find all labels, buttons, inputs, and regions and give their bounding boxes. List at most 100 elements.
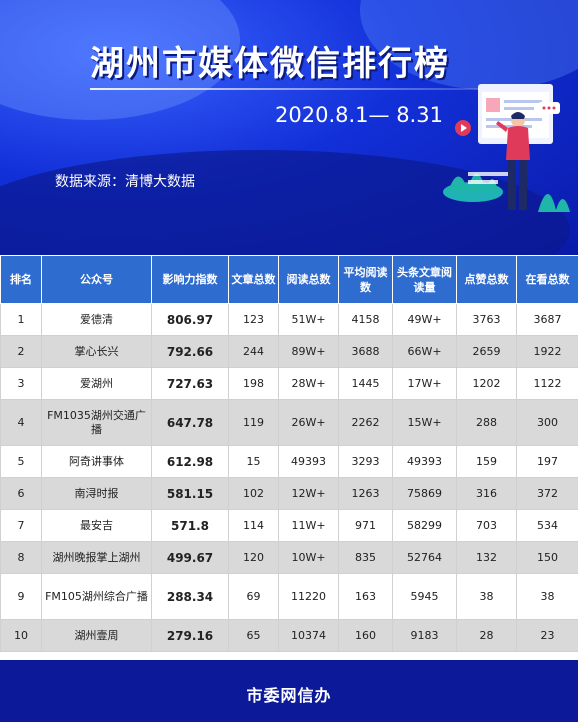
column-header: 头条文章阅读量 — [392, 255, 457, 304]
column-header: 排名 — [0, 255, 42, 304]
article-count-cell: 119 — [228, 399, 279, 446]
table-row: 10 湖州壹周 279.16 65 10374 160 9183 28 23 — [0, 619, 578, 652]
looking-cell: 23 — [516, 619, 578, 652]
footer-banner: 市委网信办 — [0, 660, 578, 722]
table-row: 5 阿奇讲事体 612.98 15 49393 3293 49393 159 1… — [0, 445, 578, 478]
account-name-cell: 南浔时报 — [41, 477, 152, 510]
total-reads-cell: 11220 — [278, 573, 339, 620]
looking-cell: 1122 — [516, 367, 578, 400]
influence-index-cell: 499.67 — [151, 541, 229, 574]
account-name-cell: FM1035湖州交通广播 — [41, 399, 152, 446]
looking-cell: 1922 — [516, 335, 578, 368]
influence-index-cell: 792.66 — [151, 335, 229, 368]
likes-cell: 38 — [456, 573, 517, 620]
avg-reads-cell: 1263 — [338, 477, 393, 510]
data-source: 数据来源：清博大数据 — [55, 174, 195, 190]
likes-cell: 288 — [456, 399, 517, 446]
looking-cell: 3687 — [516, 303, 578, 336]
article-count-cell: 65 — [228, 619, 279, 652]
looking-cell: 372 — [516, 477, 578, 510]
account-name-cell: 湖州晚报掌上湖州 — [41, 541, 152, 574]
likes-cell: 28 — [456, 619, 517, 652]
total-reads-cell: 89W+ — [278, 335, 339, 368]
footer-org-name: 市委网信办 — [246, 686, 332, 705]
column-header: 公众号 — [41, 255, 152, 304]
table-row: 3 爱湖州 727.63 198 28W+ 1445 17W+ 1202 112… — [0, 367, 578, 400]
column-header: 平均阅读数 — [338, 255, 393, 304]
total-reads-cell: 49393 — [278, 445, 339, 478]
column-header: 点赞总数 — [456, 255, 517, 304]
account-name-cell: 湖州壹周 — [41, 619, 152, 652]
article-count-cell: 114 — [228, 509, 279, 542]
rank-cell: 10 — [0, 619, 42, 652]
table-row: 1 爱德清 806.97 123 51W+ 4158 49W+ 3763 368… — [0, 303, 578, 336]
account-name-cell: 爱德清 — [41, 303, 152, 336]
looking-cell: 534 — [516, 509, 578, 542]
total-reads-cell: 28W+ — [278, 367, 339, 400]
account-name-cell: 掌心长兴 — [41, 335, 152, 368]
article-count-cell: 69 — [228, 573, 279, 620]
influence-index-cell: 612.98 — [151, 445, 229, 478]
avg-reads-cell: 1445 — [338, 367, 393, 400]
header-banner: 湖州市媒体微信排行榜 2020.8.1— 8.31 数据来源：清博大数据 — [0, 0, 578, 255]
table-row: 4 FM1035湖州交通广播 647.78 119 26W+ 2262 15W+… — [0, 399, 578, 446]
rank-cell: 7 — [0, 509, 42, 542]
avg-reads-cell: 3293 — [338, 445, 393, 478]
total-reads-cell: 10W+ — [278, 541, 339, 574]
influence-index-cell: 581.15 — [151, 477, 229, 510]
rank-cell: 5 — [0, 445, 42, 478]
headline-reads-cell: 49393 — [392, 445, 457, 478]
column-header: 影响力指数 — [151, 255, 229, 304]
headline-reads-cell: 58299 — [392, 509, 457, 542]
article-count-cell: 102 — [228, 477, 279, 510]
headline-reads-cell: 15W+ — [392, 399, 457, 446]
likes-cell: 2659 — [456, 335, 517, 368]
title-underline — [90, 88, 510, 90]
influence-index-cell: 806.97 — [151, 303, 229, 336]
ranking-table: 排名 公众号 影响力指数 文章总数 阅读总数 平均阅读数 头条文章阅读量 点赞总… — [0, 255, 578, 652]
headline-reads-cell: 52764 — [392, 541, 457, 574]
headline-reads-cell: 49W+ — [392, 303, 457, 336]
influence-index-cell: 571.8 — [151, 509, 229, 542]
headline-reads-cell: 9183 — [392, 619, 457, 652]
article-count-cell: 198 — [228, 367, 279, 400]
likes-cell: 159 — [456, 445, 517, 478]
avg-reads-cell: 835 — [338, 541, 393, 574]
table-row: 8 湖州晚报掌上湖州 499.67 120 10W+ 835 52764 132… — [0, 541, 578, 574]
likes-cell: 1202 — [456, 367, 517, 400]
headline-reads-cell: 66W+ — [392, 335, 457, 368]
influence-index-cell: 727.63 — [151, 367, 229, 400]
date-range: 2020.8.1— 8.31 — [275, 103, 443, 127]
table-header-row: 排名 公众号 影响力指数 文章总数 阅读总数 平均阅读数 头条文章阅读量 点赞总… — [0, 255, 578, 304]
influence-index-cell: 647.78 — [151, 399, 229, 446]
total-reads-cell: 11W+ — [278, 509, 339, 542]
influence-index-cell: 279.16 — [151, 619, 229, 652]
rank-cell: 4 — [0, 399, 42, 446]
total-reads-cell: 10374 — [278, 619, 339, 652]
rank-cell: 3 — [0, 367, 42, 400]
table-row: 2 掌心长兴 792.66 244 89W+ 3688 66W+ 2659 19… — [0, 335, 578, 368]
avg-reads-cell: 163 — [338, 573, 393, 620]
avg-reads-cell: 971 — [338, 509, 393, 542]
avg-reads-cell: 160 — [338, 619, 393, 652]
likes-cell: 316 — [456, 477, 517, 510]
table-row: 9 FM105湖州综合广播 288.34 69 11220 163 5945 3… — [0, 573, 578, 620]
account-name-cell: 最安吉 — [41, 509, 152, 542]
article-count-cell: 120 — [228, 541, 279, 574]
rank-cell: 6 — [0, 477, 42, 510]
influence-index-cell: 288.34 — [151, 573, 229, 620]
article-count-cell: 244 — [228, 335, 279, 368]
headline-reads-cell: 5945 — [392, 573, 457, 620]
table-row: 6 南浔时报 581.15 102 12W+ 1263 75869 316 37… — [0, 477, 578, 510]
likes-cell: 3763 — [456, 303, 517, 336]
total-reads-cell: 51W+ — [278, 303, 339, 336]
likes-cell: 703 — [456, 509, 517, 542]
page-title: 湖州市媒体微信排行榜 — [90, 44, 450, 84]
rank-cell: 1 — [0, 303, 42, 336]
table-row: 7 最安吉 571.8 114 11W+ 971 58299 703 534 — [0, 509, 578, 542]
column-header: 阅读总数 — [278, 255, 339, 304]
article-count-cell: 123 — [228, 303, 279, 336]
account-name-cell: 爱湖州 — [41, 367, 152, 400]
column-header: 文章总数 — [228, 255, 279, 304]
